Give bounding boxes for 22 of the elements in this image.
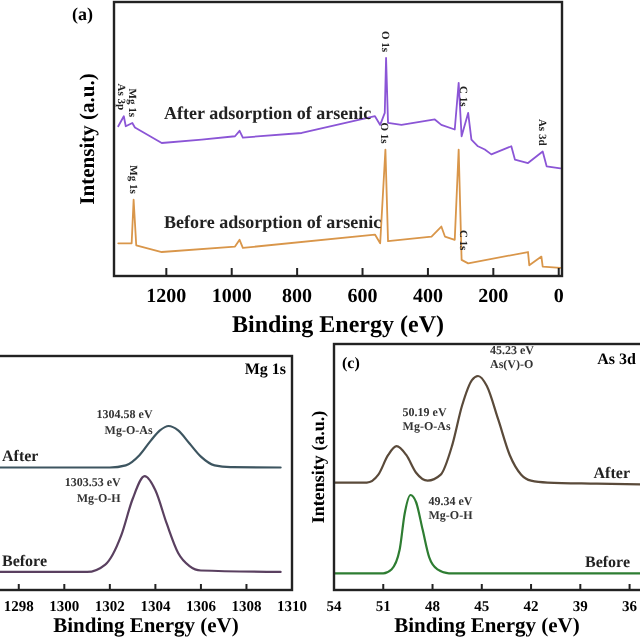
- x-tick-label: 200: [478, 286, 509, 308]
- x-tick-label: 800: [282, 286, 313, 308]
- x-tick-label: 1200: [146, 286, 187, 308]
- series-label: After: [593, 464, 631, 483]
- x-tick-label: 600: [347, 286, 378, 308]
- text: As 3d: [597, 350, 638, 368]
- series-label: Before adsorption of arsenic: [164, 212, 382, 233]
- x-axis-title: Binding Energy (eV): [53, 616, 240, 638]
- x-tick-label: 0: [553, 286, 564, 308]
- series-label: After: [2, 447, 40, 466]
- series-label: Before: [584, 553, 631, 572]
- x-axis-title: Binding Energy (eV): [231, 310, 445, 338]
- x-tick-label: 1000: [211, 286, 252, 308]
- y-axis-title: Intensity (a.u.): [308, 410, 328, 524]
- series-label: After adsorption of arsenic: [164, 103, 372, 124]
- series-label: Before: [2, 551, 48, 570]
- x-axis-title: Binding Energy (eV): [394, 616, 581, 638]
- y-axis-title: Intensity (a.u.): [78, 72, 100, 205]
- text: (c): [342, 354, 361, 372]
- text: Mg 1s: [244, 360, 286, 378]
- x-tick-label: 400: [412, 286, 443, 308]
- text: (a): [72, 4, 93, 24]
